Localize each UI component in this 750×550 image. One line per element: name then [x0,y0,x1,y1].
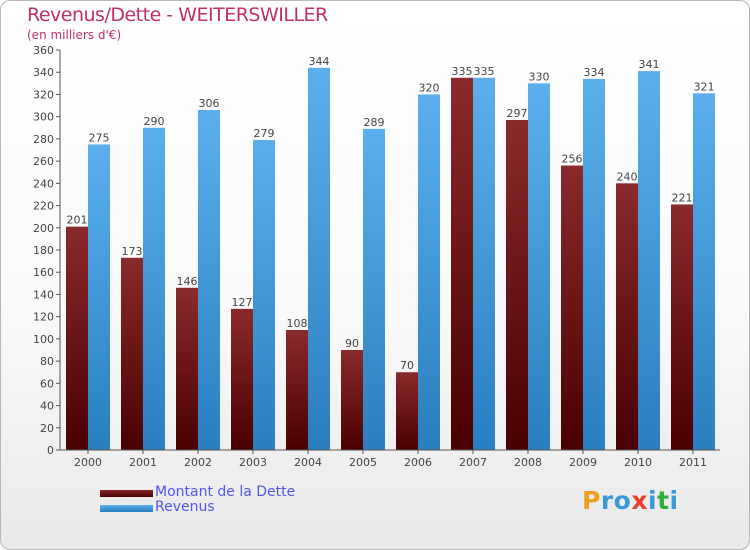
bar-debt-2006 [396,372,418,450]
x-tick-label-2001: 2001 [129,456,157,469]
legend-label-revenus: Revenus [155,499,215,515]
bar-revenus-2002 [198,110,220,450]
bar-revenus-2011 [693,93,715,450]
x-tick-label-2006: 2006 [404,456,432,469]
bar-debt-2010 [616,183,638,451]
bar-debt-2011 [671,204,693,450]
legend-label-debt: Montant de la Dette [155,484,296,500]
bar-debt-2003 [231,308,253,450]
x-tick-label-2000: 2000 [74,456,102,469]
logo-letter-0: P [582,486,601,515]
bar-debt-2000 [66,226,88,450]
bar-revenus-2008 [528,83,550,450]
value-label-revenus-2001: 290 [144,115,165,128]
bar-debt-2002 [176,287,198,450]
y-tick-label-280: 280 [33,133,54,146]
value-label-debt-2002: 146 [177,275,198,288]
logo-letter-2: o [613,486,632,515]
bar-debt-2004 [286,330,308,450]
y-tick-label-120: 120 [33,311,54,324]
y-tick-label-80: 80 [40,355,54,368]
bar-revenus-2003 [253,140,275,450]
x-tick-label-2002: 2002 [184,456,212,469]
y-tick-label-300: 300 [33,111,54,124]
y-tick-label-340: 340 [33,66,54,79]
x-tick-label-2008: 2008 [514,456,542,469]
bar-revenus-2009 [583,78,605,450]
legend-swatch-revenus [100,505,153,512]
value-label-debt-2000: 201 [67,214,88,227]
bar-debt-2009 [561,165,583,451]
bar-revenus-2010 [638,71,660,450]
x-tick-label-2004: 2004 [294,456,322,469]
proxiti-logo: Proxiti [582,486,679,515]
value-label-debt-2005: 90 [345,337,359,350]
y-tick-label-40: 40 [40,400,54,413]
y-tick-label-160: 160 [33,266,54,279]
x-tick-label-2005: 2005 [349,456,377,469]
y-tick-label-60: 60 [40,377,54,390]
value-label-revenus-2000: 275 [89,131,110,144]
logo-letter-3: x [631,486,648,515]
logo-letter-5: t [657,486,670,515]
value-label-debt-2011: 221 [672,191,693,204]
logo-letter-4: i [648,486,658,515]
y-tick-label-360: 360 [33,44,54,57]
value-label-revenus-2003: 279 [254,127,275,140]
y-tick-label-0: 0 [47,444,54,457]
value-label-revenus-2002: 306 [199,97,220,110]
x-tick-label-2009: 2009 [569,456,597,469]
bar-debt-2001 [121,257,143,450]
value-label-debt-2003: 127 [232,296,253,309]
value-label-revenus-2008: 330 [529,70,550,83]
bar-revenus-2004 [308,67,330,451]
bar-debt-2005 [341,350,363,450]
bar-revenus-2000 [88,144,110,450]
chart-title: Revenus/Dette - WEITERSWILLER [27,4,328,26]
value-label-revenus-2004: 344 [309,55,330,68]
y-tick-label-320: 320 [33,88,54,101]
bar-revenus-2005 [363,128,385,450]
value-label-revenus-2007: 335 [474,65,495,78]
value-label-debt-2001: 173 [122,245,143,258]
value-label-revenus-2006: 320 [419,81,440,94]
value-label-revenus-2011: 321 [694,80,715,93]
bar-revenus-2007 [473,77,495,451]
x-tick-label-2007: 2007 [459,456,487,469]
y-tick-label-20: 20 [40,422,54,435]
value-label-debt-2006: 70 [400,359,414,372]
y-tick-label-200: 200 [33,222,54,235]
bar-debt-2008 [506,120,528,450]
bar-revenus-2001 [143,127,165,451]
value-label-debt-2004: 108 [287,317,308,330]
value-label-revenus-2005: 289 [364,116,385,129]
bar-debt-2007 [451,77,473,451]
x-tick-label-2003: 2003 [239,456,267,469]
legend-swatch-debt [100,490,153,497]
chart-subtitle: (en milliers d'€) [27,28,122,42]
value-label-debt-2009: 256 [562,153,583,166]
y-tick-label-240: 240 [33,177,54,190]
y-tick-label-260: 260 [33,155,54,168]
y-tick-label-100: 100 [33,333,54,346]
logo-letter-1: r [600,486,614,515]
bar-revenus-2006 [418,94,440,450]
x-tick-label-2011: 2011 [679,456,707,469]
value-label-debt-2008: 297 [507,107,528,120]
y-tick-label-140: 140 [33,288,54,301]
y-tick-label-220: 220 [33,200,54,213]
value-label-debt-2010: 240 [617,170,638,183]
value-label-revenus-2009: 334 [584,66,605,79]
x-tick-label-2010: 2010 [624,456,652,469]
logo-letter-6: i [669,486,679,515]
y-tick-label-180: 180 [33,244,54,257]
value-label-debt-2007: 335 [452,65,473,78]
value-label-revenus-2010: 341 [639,58,660,71]
